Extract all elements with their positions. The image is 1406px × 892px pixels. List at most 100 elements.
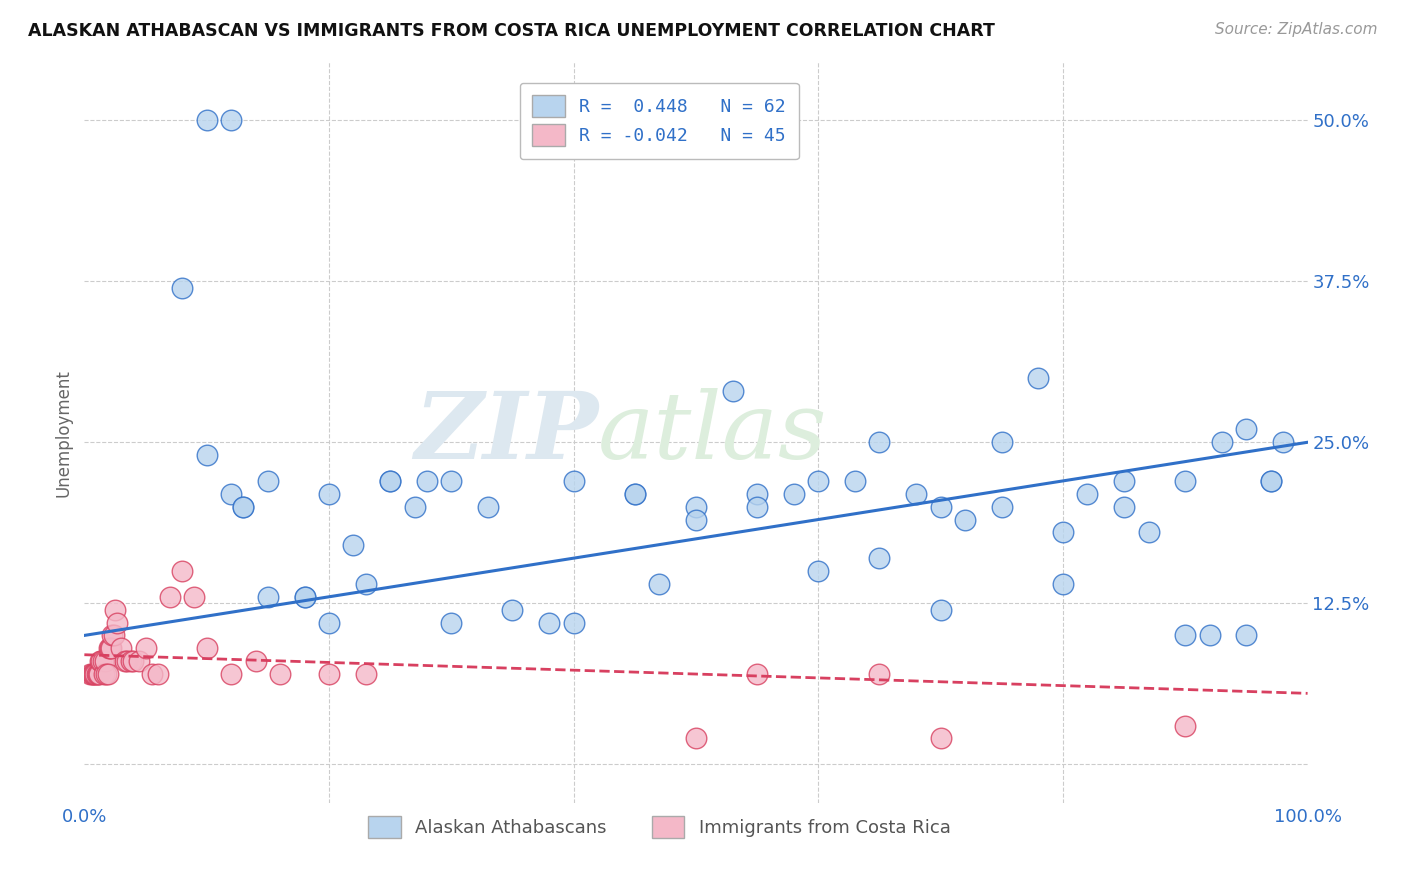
Point: [953, 512, 976, 526]
Point: [747, 500, 769, 514]
Point: [146, 667, 169, 681]
Point: [195, 448, 218, 462]
Point: [294, 590, 316, 604]
Point: [624, 487, 647, 501]
Point: [477, 500, 499, 514]
Point: [869, 551, 891, 566]
Point: [721, 384, 744, 398]
Point: [93, 667, 115, 681]
Text: ALASKAN ATHABASCAN VS IMMIGRANTS FROM COSTA RICA UNEMPLOYMENT CORRELATION CHART: ALASKAN ATHABASCAN VS IMMIGRANTS FROM CO…: [28, 22, 995, 40]
Point: [195, 113, 218, 128]
Point: [685, 731, 707, 746]
Point: [538, 615, 561, 630]
Point: [120, 654, 142, 668]
Point: [183, 590, 205, 604]
Point: [84, 667, 107, 681]
Point: [1174, 718, 1197, 732]
Point: [685, 500, 707, 514]
Y-axis label: Unemployment: Unemployment: [55, 368, 73, 497]
Point: [991, 435, 1014, 450]
Point: [257, 590, 280, 604]
Legend: Alaskan Athabascans, Immigrants from Costa Rica: Alaskan Athabascans, Immigrants from Cos…: [361, 809, 957, 846]
Point: [100, 641, 122, 656]
Point: [807, 474, 830, 488]
Point: [685, 512, 707, 526]
Point: [1236, 422, 1258, 436]
Point: [159, 590, 181, 604]
Point: [416, 474, 439, 488]
Point: [648, 577, 671, 591]
Point: [86, 667, 108, 681]
Point: [87, 667, 110, 681]
Point: [1028, 371, 1050, 385]
Point: [141, 667, 163, 681]
Point: [929, 500, 952, 514]
Point: [232, 500, 254, 514]
Point: [115, 654, 138, 668]
Point: [342, 538, 364, 552]
Point: [245, 654, 267, 668]
Point: [318, 487, 340, 501]
Point: [380, 474, 402, 488]
Point: [219, 487, 242, 501]
Point: [269, 667, 291, 681]
Point: [97, 667, 120, 681]
Point: [128, 654, 150, 668]
Point: [1174, 474, 1197, 488]
Text: ZIP: ZIP: [413, 388, 598, 477]
Point: [122, 654, 145, 668]
Point: [82, 667, 104, 681]
Point: [869, 667, 891, 681]
Point: [1260, 474, 1282, 488]
Point: [318, 667, 340, 681]
Point: [905, 487, 928, 501]
Point: [354, 667, 377, 681]
Point: [105, 615, 128, 630]
Point: [87, 667, 110, 681]
Point: [80, 667, 103, 681]
Point: [354, 577, 377, 591]
Point: [172, 281, 194, 295]
Point: [90, 654, 112, 668]
Point: [1236, 628, 1258, 642]
Point: [1114, 500, 1136, 514]
Point: [97, 641, 120, 656]
Point: [219, 113, 242, 128]
Point: [747, 667, 769, 681]
Point: [294, 590, 316, 604]
Point: [783, 487, 806, 501]
Point: [929, 731, 952, 746]
Point: [1198, 628, 1220, 642]
Point: [219, 667, 242, 681]
Point: [844, 474, 866, 488]
Point: [380, 474, 402, 488]
Point: [624, 487, 647, 501]
Point: [101, 628, 124, 642]
Point: [1211, 435, 1233, 450]
Point: [404, 500, 426, 514]
Point: [257, 474, 280, 488]
Point: [318, 615, 340, 630]
Point: [83, 667, 105, 681]
Point: [114, 654, 136, 668]
Point: [1272, 435, 1295, 450]
Point: [1052, 525, 1074, 540]
Point: [195, 641, 218, 656]
Point: [929, 602, 952, 616]
Point: [89, 654, 111, 668]
Point: [98, 641, 121, 656]
Text: Source: ZipAtlas.com: Source: ZipAtlas.com: [1215, 22, 1378, 37]
Point: [172, 564, 194, 578]
Point: [1260, 474, 1282, 488]
Point: [232, 500, 254, 514]
Point: [1076, 487, 1098, 501]
Point: [1052, 577, 1074, 591]
Point: [79, 667, 101, 681]
Point: [94, 654, 117, 668]
Point: [807, 564, 830, 578]
Point: [1174, 628, 1197, 642]
Text: atlas: atlas: [598, 388, 828, 477]
Point: [869, 435, 891, 450]
Point: [104, 602, 127, 616]
Point: [440, 615, 463, 630]
